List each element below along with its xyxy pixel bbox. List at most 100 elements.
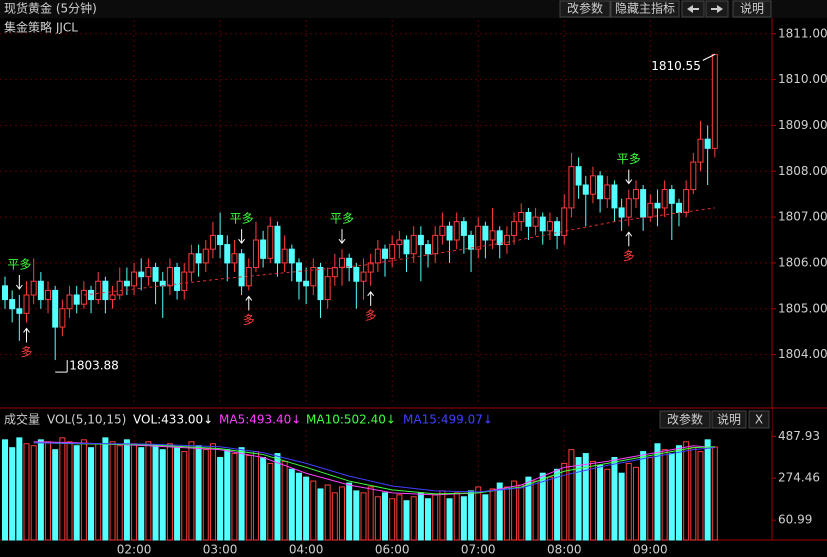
candle-body [331, 267, 338, 278]
toolbar-button[interactable] [559, 0, 611, 18]
candle-body [281, 248, 288, 264]
volume-bar [331, 492, 338, 541]
candle-body [159, 280, 166, 287]
next-icon [711, 5, 723, 13]
volume-header [0, 409, 772, 430]
volume-bar [546, 476, 553, 541]
y-tick-label: 1811.00 [778, 26, 827, 40]
volume-bar [525, 476, 532, 541]
candle-body [647, 202, 654, 218]
candle-body [539, 216, 546, 232]
volume-bar [145, 441, 152, 541]
volume-bar [410, 496, 417, 541]
volume-bar [503, 486, 510, 541]
volume-bar [575, 457, 582, 541]
candle-body [231, 253, 238, 264]
min-label: 1803.88 [69, 359, 119, 373]
volume-value: VOL:433.00↓ [133, 413, 213, 427]
candle-body [468, 234, 475, 250]
toolbar-button[interactable] [610, 0, 680, 18]
candle-body [102, 280, 109, 301]
candle-body [202, 248, 209, 264]
candle-body [374, 248, 381, 264]
candle-body [224, 244, 231, 264]
candle-body [45, 289, 52, 301]
x-tick-label: 06:00 [375, 543, 410, 557]
volume-bar [252, 451, 259, 541]
volume-bar [217, 457, 224, 541]
candle-body [532, 216, 539, 227]
toolbar-button[interactable] [732, 0, 772, 18]
candle-body [618, 207, 625, 218]
volume-button[interactable] [711, 410, 747, 429]
y-tick-label: 487.93 [778, 429, 820, 443]
volume-bar [102, 437, 109, 541]
candle-body [518, 212, 525, 223]
volume-bar [174, 447, 181, 541]
y-tick-label: 1808.00 [778, 164, 827, 178]
volume-bar [661, 449, 668, 541]
candle-body [303, 280, 310, 287]
candle-body [597, 175, 604, 200]
open-signal: 多 [623, 249, 635, 263]
volume-bar [324, 484, 331, 541]
volume-bar [425, 498, 432, 541]
y-tick-label: 1805.00 [778, 301, 827, 315]
candle-body [116, 280, 123, 296]
volume-bar [561, 462, 568, 541]
candle-body [217, 234, 224, 246]
volume-bar [604, 468, 611, 541]
volume-bar [511, 480, 518, 541]
volume-bar [16, 437, 23, 541]
candle-body [95, 280, 102, 301]
close-arrow [15, 275, 23, 290]
candle-body [80, 289, 87, 305]
volume-bar [647, 457, 654, 541]
volume-bar [245, 455, 252, 541]
candle-body [360, 271, 367, 282]
volume-bar [138, 447, 145, 541]
close-signal: 平多 [7, 258, 31, 272]
volume-bar [417, 492, 424, 541]
candle-body [475, 225, 482, 250]
volume-bar [489, 488, 496, 541]
volume-bar [159, 449, 166, 541]
candle-body [123, 280, 130, 287]
candle-body [525, 212, 532, 227]
volume-bar [109, 441, 116, 541]
volume-bar [625, 462, 632, 541]
volume-button[interactable] [748, 410, 770, 429]
volume-bar [188, 441, 195, 541]
volume-bar [2, 439, 8, 541]
volume-bar [532, 480, 539, 541]
candle-body [152, 267, 159, 282]
volume-button-label: 改参数 [667, 412, 703, 427]
ma-line [33, 441, 715, 496]
candle-body [489, 230, 496, 241]
candle-body [704, 138, 711, 149]
volume-bar [310, 480, 317, 541]
close-signal: 平多 [330, 212, 354, 226]
open-signal: 多 [243, 313, 255, 327]
candle-body [66, 294, 73, 310]
candle-body [482, 225, 489, 241]
volume-bar [597, 464, 604, 541]
volume-bar [482, 494, 489, 541]
volume-bar [496, 482, 503, 541]
candle-body [396, 239, 403, 246]
candle-body [37, 280, 44, 301]
candle-body [654, 202, 661, 209]
prev-icon [687, 5, 699, 13]
candle-body [546, 221, 553, 232]
candle-body [582, 184, 589, 195]
candle-body [503, 234, 510, 246]
y-tick-label: 1810.00 [778, 72, 827, 86]
volume-bar [353, 490, 360, 541]
close-arrow [238, 229, 246, 245]
volume-bar [632, 466, 639, 541]
volume-button[interactable] [659, 410, 711, 429]
candle-body [460, 221, 467, 236]
volume-bar [274, 453, 281, 541]
volume-bar [281, 460, 288, 541]
candle-body [252, 239, 259, 268]
